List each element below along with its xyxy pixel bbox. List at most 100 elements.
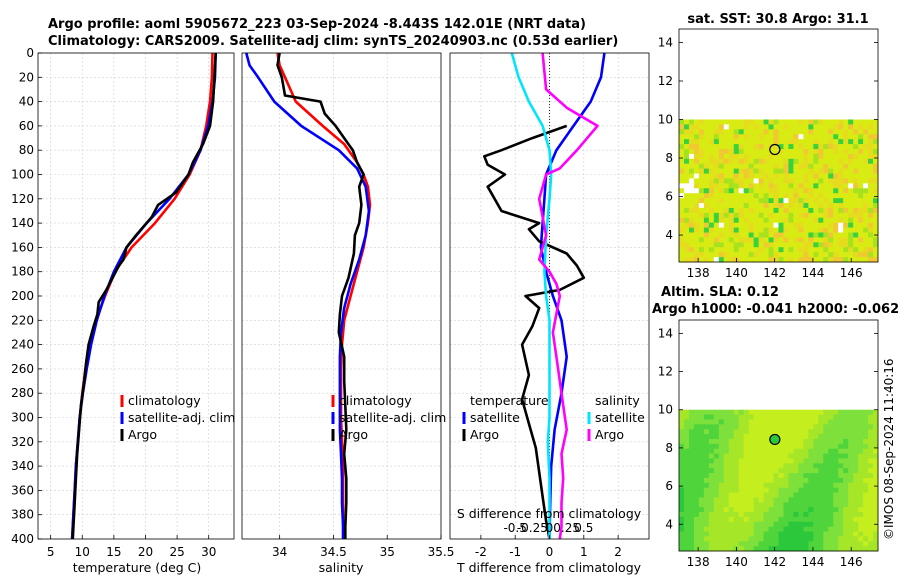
map-cell xyxy=(679,158,685,165)
map-cell xyxy=(683,173,690,179)
map-cell xyxy=(733,227,740,233)
map-cell xyxy=(868,424,874,430)
map-cell xyxy=(793,536,799,542)
map-cell xyxy=(848,497,854,503)
map-cell xyxy=(708,232,715,238)
map-cell xyxy=(768,257,774,263)
map-cell xyxy=(813,198,819,204)
map-cell xyxy=(853,424,859,430)
map-cell xyxy=(838,497,844,503)
map-cell xyxy=(738,193,745,199)
legend-temperature-header: temperature xyxy=(470,393,549,408)
map-cell xyxy=(679,438,685,445)
map-cell xyxy=(713,144,720,150)
map-cell xyxy=(758,124,764,130)
map-cell xyxy=(738,531,745,537)
map-cell xyxy=(748,516,755,523)
map-cell xyxy=(773,237,779,243)
map-cell xyxy=(863,168,869,174)
map-cell xyxy=(723,424,730,430)
map-cell xyxy=(743,212,750,219)
map-y-tick-label: 12 xyxy=(658,365,673,379)
map-cell xyxy=(683,207,690,214)
map-cell xyxy=(728,521,735,528)
map-cell xyxy=(773,463,779,469)
map-cell xyxy=(703,257,710,263)
map-cell xyxy=(778,526,784,532)
map-cell xyxy=(828,144,834,150)
map-cell xyxy=(858,429,864,435)
map-cell xyxy=(843,541,849,547)
map-cell xyxy=(858,492,864,498)
map-cell xyxy=(793,487,799,493)
map-cell xyxy=(693,222,700,228)
map-cell xyxy=(873,477,879,484)
map-cell xyxy=(768,468,774,474)
map-cell xyxy=(733,188,740,194)
map-cell xyxy=(843,409,849,415)
map-cell xyxy=(803,448,809,454)
map-cell xyxy=(868,516,874,523)
map-cell xyxy=(679,473,685,479)
map-cell xyxy=(738,232,745,238)
map-cell xyxy=(738,178,745,184)
map-cell xyxy=(843,119,849,125)
map-cell xyxy=(838,198,844,204)
map-cell xyxy=(863,183,869,189)
map-cell xyxy=(688,541,695,547)
map-cell xyxy=(868,178,874,184)
map-cell xyxy=(733,497,740,503)
map-cell xyxy=(828,434,834,440)
map-cell xyxy=(793,424,799,430)
map-cell xyxy=(868,458,874,464)
map-cell xyxy=(708,468,715,474)
map-cell xyxy=(808,429,814,435)
map-cell xyxy=(718,492,725,498)
map-cell xyxy=(723,163,730,170)
map-cell xyxy=(783,434,789,440)
map-cell xyxy=(823,257,829,263)
map-cell xyxy=(843,492,849,498)
map-cell xyxy=(763,419,769,425)
map-frame xyxy=(678,28,879,263)
map-cell xyxy=(738,414,745,420)
map-cell xyxy=(858,541,864,547)
map-y-tick-label: 10 xyxy=(658,403,673,417)
map-cell xyxy=(813,429,819,435)
map-cell xyxy=(838,424,844,430)
map-cell xyxy=(833,463,839,469)
map-cell xyxy=(803,173,809,179)
map-cell xyxy=(843,148,849,155)
map-cell xyxy=(843,193,849,199)
y-tick-label: 140 xyxy=(11,216,34,230)
map-cell xyxy=(868,119,874,125)
map-cell xyxy=(803,458,809,464)
map-cell xyxy=(858,468,864,474)
map-cell xyxy=(813,414,819,420)
map-cell xyxy=(683,212,690,219)
map-cell xyxy=(813,139,819,145)
map-cell xyxy=(813,252,819,258)
map-cell xyxy=(798,541,804,547)
map-cell xyxy=(778,468,784,474)
map-cell xyxy=(733,502,740,508)
map-cell xyxy=(728,516,735,523)
map-cell xyxy=(848,438,854,445)
map-cell xyxy=(788,173,794,179)
map-cell xyxy=(828,252,834,258)
map-cell xyxy=(838,546,844,552)
map-cell xyxy=(823,546,829,552)
map-cell xyxy=(873,536,879,542)
map-cell xyxy=(868,414,874,420)
map-cell xyxy=(763,242,769,248)
map-cell xyxy=(683,163,690,170)
map-cell xyxy=(818,477,824,484)
map-cell xyxy=(743,473,750,479)
map-cell xyxy=(763,203,769,209)
map-cell xyxy=(679,512,685,518)
map-cell xyxy=(718,541,725,547)
map-cell xyxy=(833,148,839,155)
map-cell xyxy=(728,448,735,454)
map-cell xyxy=(868,198,874,204)
map-cell xyxy=(793,458,799,464)
